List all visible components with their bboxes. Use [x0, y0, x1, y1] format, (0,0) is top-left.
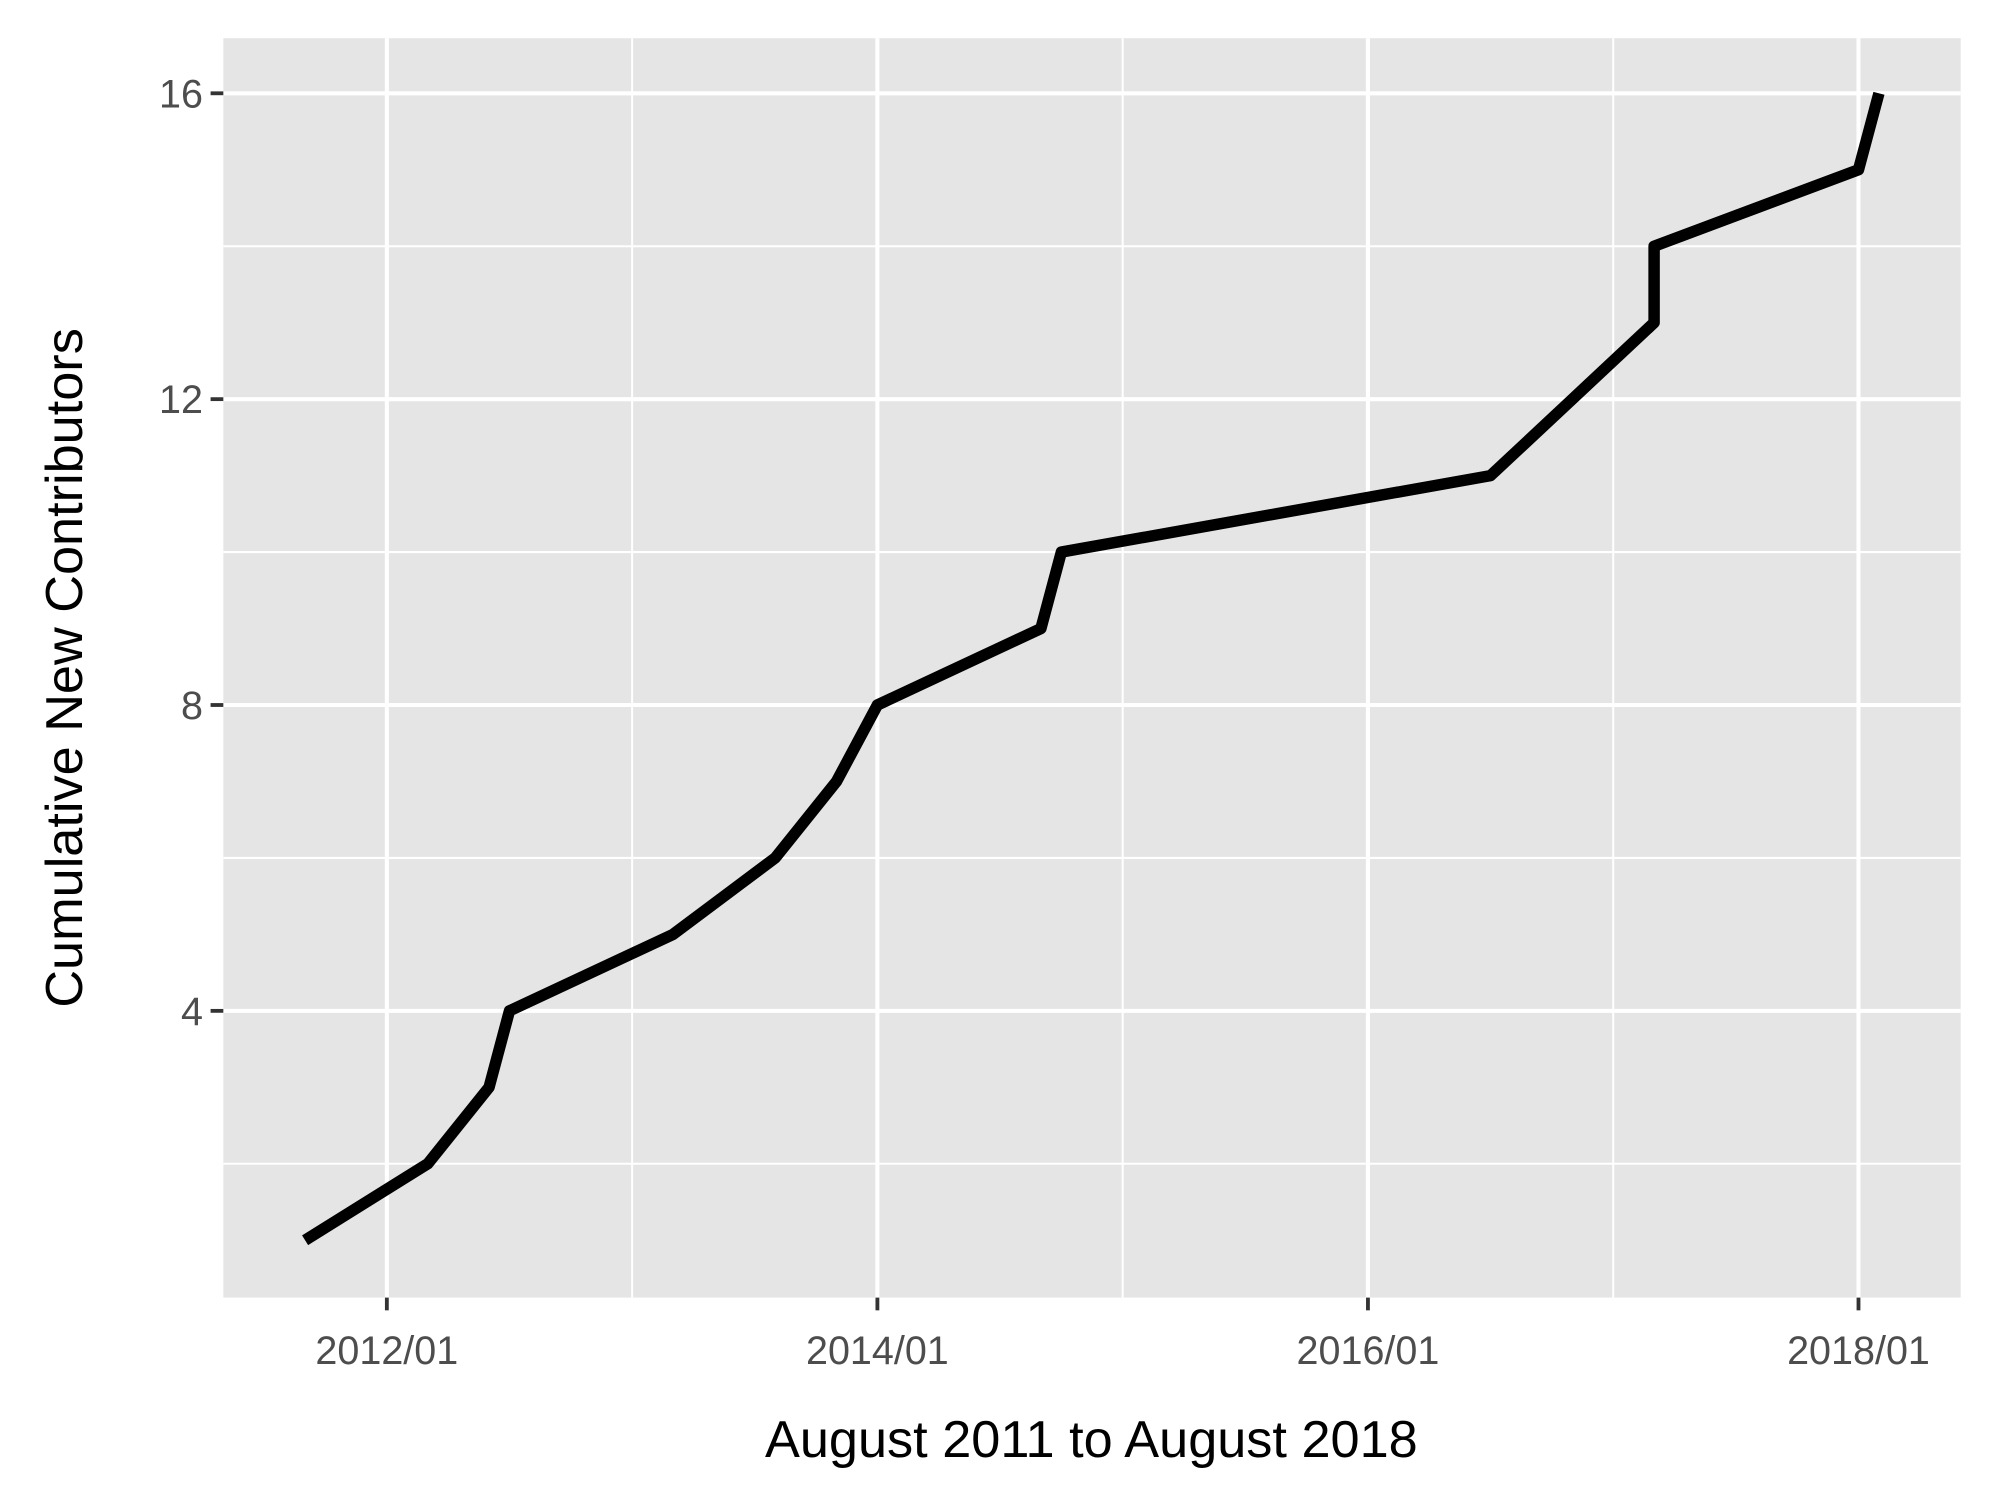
- y-tick-label: 12: [159, 378, 203, 422]
- plot-panel: [223, 38, 1961, 1298]
- marks: [302, 91, 1885, 1246]
- x-tick-label: 2014/01: [806, 1329, 949, 1373]
- line: [302, 91, 1885, 1246]
- x-tick-label: 2012/01: [315, 1329, 458, 1373]
- y-tick-label: 16: [159, 72, 203, 116]
- x-tick-label: 2018/01: [1787, 1329, 1930, 1373]
- x-tick-label: 2016/01: [1297, 1329, 1440, 1373]
- y-tick-label: 4: [181, 990, 203, 1034]
- x-axis-title: August 2011 to August 2018: [765, 1411, 1418, 1469]
- y-axis-title: Cumulative New Contributors: [36, 328, 94, 1008]
- y-tick-label: 8: [181, 684, 203, 728]
